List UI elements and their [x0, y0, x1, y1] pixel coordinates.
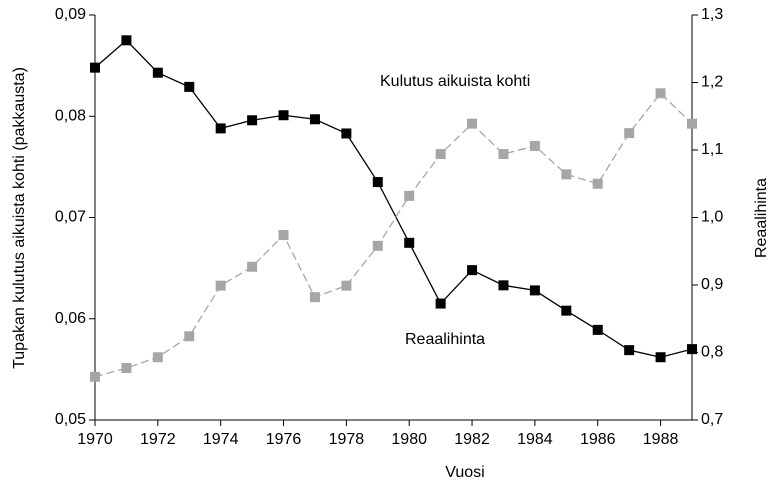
x-tick-label: 1988: [643, 431, 679, 448]
point: [592, 178, 603, 189]
y2-tick-label: 0,7: [701, 411, 723, 428]
x-tick-label: 1974: [203, 431, 239, 448]
series-line: [94, 92, 693, 378]
point: [498, 280, 509, 291]
point: [404, 190, 415, 201]
point: [372, 177, 383, 188]
x-tick-label: 1976: [266, 431, 302, 448]
x-axis-label: Vuosi: [445, 464, 484, 481]
point: [121, 35, 132, 46]
point: [152, 352, 163, 363]
point: [687, 344, 697, 355]
y2-tick-label: 1,2: [701, 74, 723, 91]
y-tick-label: 0,06: [55, 310, 86, 327]
point: [90, 371, 100, 382]
y2-tick-label: 1,3: [701, 6, 723, 23]
point: [655, 352, 666, 363]
point: [467, 118, 478, 129]
y2-axis-label: Reaalihinta: [753, 178, 770, 258]
y2-tick-label: 0,8: [701, 344, 723, 361]
point: [435, 149, 446, 160]
point: [184, 81, 195, 92]
point: [467, 265, 478, 276]
point: [372, 240, 383, 251]
y-tick-label: 0,08: [55, 107, 86, 124]
x-tick-label: 1986: [580, 431, 616, 448]
point: [341, 128, 352, 139]
point: [529, 285, 540, 296]
point: [215, 280, 226, 291]
point: [498, 149, 509, 160]
x-tick-label: 1970: [77, 431, 113, 448]
annotation: Reaalihinta: [405, 331, 485, 348]
y2-tick-label: 1,0: [701, 209, 723, 226]
x-tick-label: 1972: [140, 431, 176, 448]
point: [435, 298, 446, 309]
point: [152, 67, 163, 78]
x-tick-label: 1984: [517, 431, 553, 448]
x-tick-label: 1978: [329, 431, 365, 448]
point: [90, 62, 100, 73]
point: [247, 261, 258, 272]
x-tick-label: 1982: [454, 431, 490, 448]
y-tick-label: 0,05: [55, 411, 86, 428]
x-tick-label: 1980: [391, 431, 427, 448]
point: [247, 115, 258, 126]
point: [655, 88, 666, 99]
point: [309, 114, 320, 125]
point: [687, 118, 697, 129]
point: [624, 345, 635, 356]
y2-tick-label: 1,1: [701, 141, 723, 158]
point: [184, 331, 195, 342]
point: [309, 292, 320, 303]
point: [592, 324, 603, 335]
point: [561, 305, 572, 316]
point: [404, 237, 415, 248]
y2-tick-label: 0,9: [701, 276, 723, 293]
point: [624, 128, 635, 139]
annotation: Kulutus aikuista kohti: [380, 73, 530, 90]
y-axis-label: Tupakan kulutus aikuista kohti (pakkaust…: [11, 67, 28, 369]
point: [215, 123, 226, 134]
point: [341, 280, 352, 291]
point: [561, 169, 572, 180]
point: [278, 110, 289, 121]
y-tick-label: 0,09: [55, 6, 86, 23]
point: [278, 230, 289, 241]
y-tick-label: 0,07: [55, 209, 86, 226]
point: [529, 140, 540, 151]
point: [121, 363, 132, 374]
series-line: [94, 39, 693, 358]
